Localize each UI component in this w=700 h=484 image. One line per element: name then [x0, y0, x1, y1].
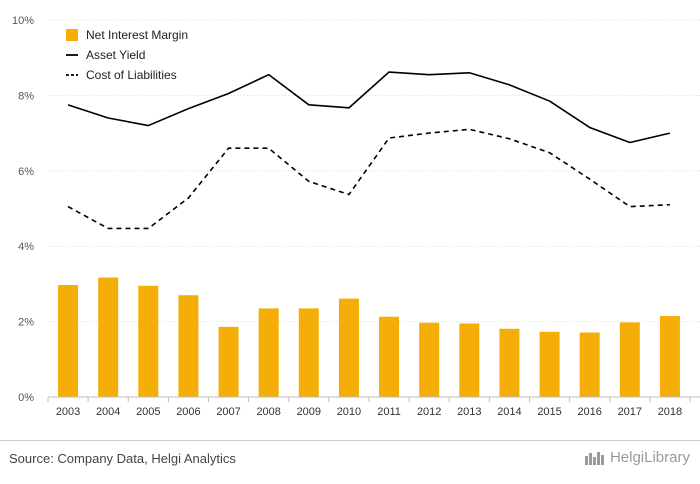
footer: Source: Company Data, Helgi Analytics He… — [0, 440, 700, 484]
x-tick-label: 2010 — [337, 406, 361, 418]
bar — [659, 315, 680, 397]
source-note: Source: Company Data, Helgi Analytics — [9, 451, 236, 466]
x-tick-label: 2017 — [618, 406, 642, 418]
x-tick-label: 2009 — [297, 406, 321, 418]
bar — [258, 308, 279, 397]
bar — [459, 323, 480, 397]
legend-label: Cost of Liabilities — [86, 68, 177, 82]
line-series — [67, 71, 671, 230]
bar — [539, 331, 560, 397]
bar — [499, 328, 520, 397]
x-tick-label: 2012 — [417, 406, 441, 418]
bar — [619, 322, 640, 397]
x-tick-label: 2008 — [256, 406, 280, 418]
bar — [58, 285, 79, 397]
legend: Net Interest Margin Asset Yield Cost of Li… — [66, 28, 188, 82]
cost-of-liabilities-line — [67, 128, 670, 230]
brand-name: HelgiLibrary — [609, 449, 690, 466]
brand-logo: HelgiLibrary — [584, 449, 690, 466]
x-tick-label: 2007 — [216, 406, 240, 418]
bar — [419, 322, 440, 397]
asset-yield-line — [67, 71, 671, 144]
gridlines — [48, 19, 700, 323]
bar — [579, 332, 600, 397]
legend-label: Asset Yield — [86, 48, 145, 62]
x-tick-label: 2016 — [577, 406, 601, 418]
legend-swatch — [66, 29, 78, 41]
library-icon — [584, 451, 604, 465]
bar — [138, 285, 159, 397]
chart-area: 0% 2% 4% 6% 8% 10% 2003 2004 2005 2006 2007 2008 20… — [12, 15, 700, 418]
y-tick-label: 8% — [18, 90, 34, 102]
bar — [298, 308, 319, 397]
x-tick-label: 2006 — [176, 406, 200, 418]
x-tick-label: 2003 — [56, 406, 80, 418]
bar-series — [58, 277, 680, 397]
x-axis — [47, 396, 700, 402]
y-tick-label: 0% — [18, 392, 34, 404]
x-tick-label: 2005 — [136, 406, 160, 418]
bar — [178, 295, 199, 397]
legend-label: Net Interest Margin — [86, 28, 188, 42]
x-tick-label: 2013 — [457, 406, 481, 418]
x-axis-ticks: 2003 2004 2005 2006 2007 2008 2009 2010 2011 2012… — [56, 406, 682, 418]
x-tick-label: 2018 — [658, 406, 682, 418]
y-tick-label: 6% — [18, 166, 34, 178]
y-tick-label: 2% — [18, 317, 34, 329]
y-tick-label: 4% — [18, 241, 34, 253]
bar — [379, 316, 400, 397]
bar — [218, 326, 239, 397]
x-tick-label: 2011 — [377, 406, 401, 418]
bar — [98, 277, 119, 397]
x-tick-label: 2014 — [497, 406, 521, 418]
y-axis-ticks: 0% 2% 4% 6% 8% 10% — [12, 15, 34, 404]
x-tick-label: 2015 — [537, 406, 561, 418]
combo-chart: 0%2%4%6%8%10% 2003 2004 2005 2006 2007 2008 20… — [12, 15, 700, 418]
y-tick-label: 10% — [12, 15, 34, 27]
bar — [338, 298, 359, 397]
x-tick-label: 2004 — [96, 406, 120, 418]
